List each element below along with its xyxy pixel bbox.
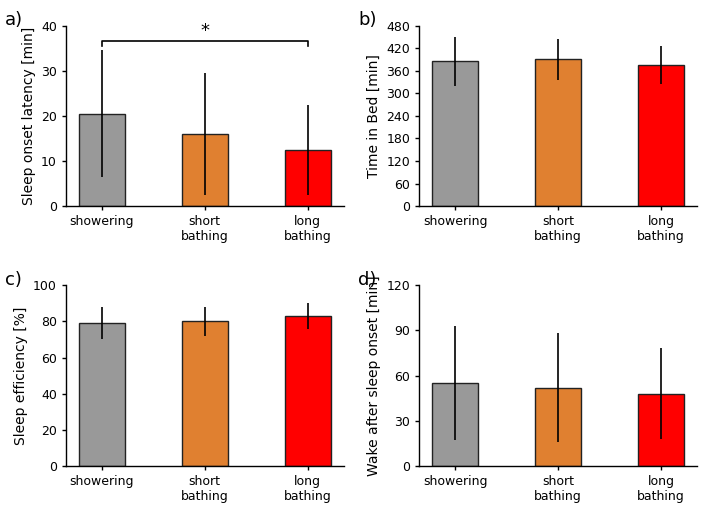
Bar xyxy=(285,316,331,466)
Bar xyxy=(638,394,684,466)
Bar xyxy=(182,321,228,466)
Bar xyxy=(432,383,479,466)
Bar xyxy=(285,150,331,206)
Y-axis label: Sleep efficiency [%]: Sleep efficiency [%] xyxy=(13,306,28,445)
Bar xyxy=(638,65,684,206)
Bar xyxy=(182,134,228,206)
Text: *: * xyxy=(200,22,210,40)
Text: b): b) xyxy=(358,11,377,29)
Text: c): c) xyxy=(5,271,22,289)
Text: d): d) xyxy=(358,271,377,289)
Bar xyxy=(79,114,125,206)
Bar xyxy=(432,61,479,206)
Bar xyxy=(535,388,581,466)
Y-axis label: Time in Bed [min]: Time in Bed [min] xyxy=(367,54,381,178)
Bar xyxy=(79,323,125,466)
Y-axis label: Sleep onset latency [min]: Sleep onset latency [min] xyxy=(21,27,35,205)
Y-axis label: Wake after sleep onset [min]: Wake after sleep onset [min] xyxy=(367,276,381,476)
Text: a): a) xyxy=(5,11,23,29)
Bar xyxy=(535,59,581,206)
